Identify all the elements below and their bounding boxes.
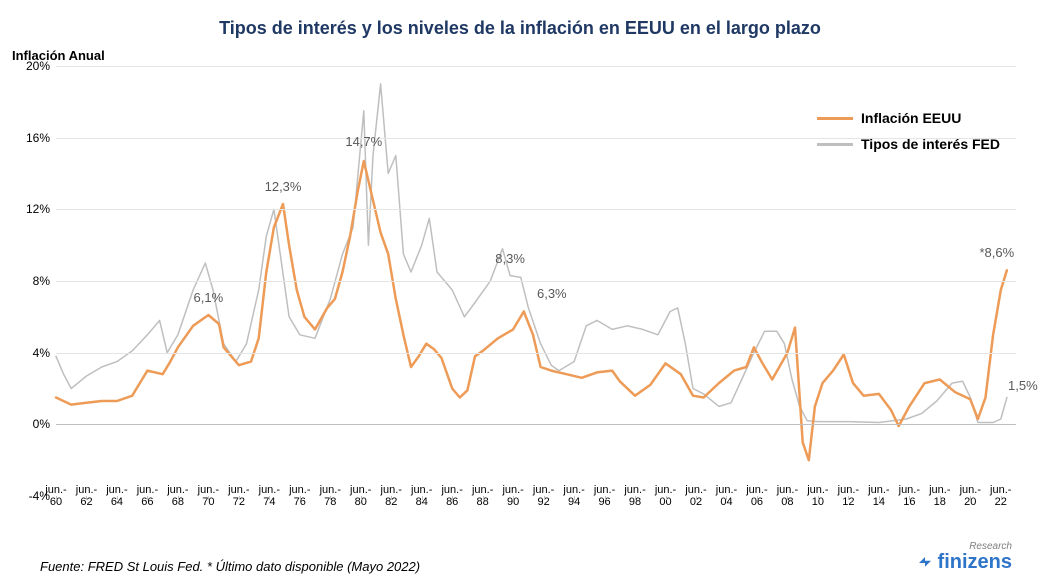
annotation-label: 14,7% <box>345 134 382 149</box>
legend-label: Inflación EEUU <box>861 110 961 126</box>
y-tick-label: 12% <box>14 202 50 216</box>
x-tick-mark <box>513 496 514 500</box>
x-tick-mark <box>909 496 910 500</box>
gridline <box>56 353 1016 354</box>
x-tick-mark <box>1001 496 1002 500</box>
x-tick-mark <box>818 496 819 500</box>
annotation-label: 12,3% <box>265 179 302 194</box>
legend-item: Inflación EEUU <box>817 110 1000 126</box>
x-tick-mark <box>361 496 362 500</box>
legend: Inflación EEUU Tipos de interés FED <box>817 110 1000 162</box>
chart-title: Tipos de interés y los niveles de la inf… <box>0 18 1040 39</box>
legend-item: Tipos de interés FED <box>817 136 1000 152</box>
x-tick-mark <box>86 496 87 500</box>
y-tick-label: 4% <box>14 346 50 360</box>
x-tick-mark <box>940 496 941 500</box>
annotation-label: 8,3% <box>495 251 525 266</box>
x-tick-mark <box>970 496 971 500</box>
x-tick-mark <box>757 496 758 500</box>
x-tick-mark <box>239 496 240 500</box>
y-tick-label: 8% <box>14 274 50 288</box>
x-tick-mark <box>605 496 606 500</box>
legend-swatch <box>817 117 853 120</box>
x-tick-mark <box>117 496 118 500</box>
gridline <box>56 66 1016 67</box>
x-tick-mark <box>879 496 880 500</box>
x-tick-mark <box>147 496 148 500</box>
x-tick-mark <box>544 496 545 500</box>
annotation-label: *8,6% <box>979 245 1014 260</box>
x-tick-mark <box>269 496 270 500</box>
chart-container: Tipos de interés y los niveles de la inf… <box>0 0 1040 588</box>
x-tick-mark <box>574 496 575 500</box>
x-tick-mark <box>422 496 423 500</box>
x-tick-mark <box>726 496 727 500</box>
x-tick-mark <box>483 496 484 500</box>
brand-logo: Research finizens <box>916 551 1012 574</box>
source-note: Fuente: FRED St Louis Fed. * Último dato… <box>40 559 420 574</box>
x-tick-mark <box>452 496 453 500</box>
x-tick-mark <box>848 496 849 500</box>
y-tick-label: 16% <box>14 131 50 145</box>
x-tick-mark <box>208 496 209 500</box>
x-tick-mark <box>696 496 697 500</box>
gridline <box>56 281 1016 282</box>
y-tick-label: 0% <box>14 417 50 431</box>
annotation-label: 6,1% <box>194 290 224 305</box>
annotation-label: 1,5% <box>1008 378 1038 393</box>
legend-label: Tipos de interés FED <box>861 136 1000 152</box>
brand-name: finizens <box>938 551 1012 574</box>
legend-swatch <box>817 143 853 146</box>
x-tick-mark <box>391 496 392 500</box>
axis-zero-line <box>56 424 1016 425</box>
x-tick-mark <box>56 496 57 500</box>
annotation-label: 6,3% <box>537 286 567 301</box>
gridline <box>56 209 1016 210</box>
x-tick-mark <box>178 496 179 500</box>
series-line <box>56 161 1007 460</box>
x-tick-mark <box>635 496 636 500</box>
x-tick-mark <box>666 496 667 500</box>
brand-superscript: Research <box>969 541 1012 552</box>
x-tick-mark <box>300 496 301 500</box>
brand-icon <box>916 554 934 572</box>
y-tick-label: 20% <box>14 59 50 73</box>
x-tick-mark <box>787 496 788 500</box>
x-tick-mark <box>330 496 331 500</box>
